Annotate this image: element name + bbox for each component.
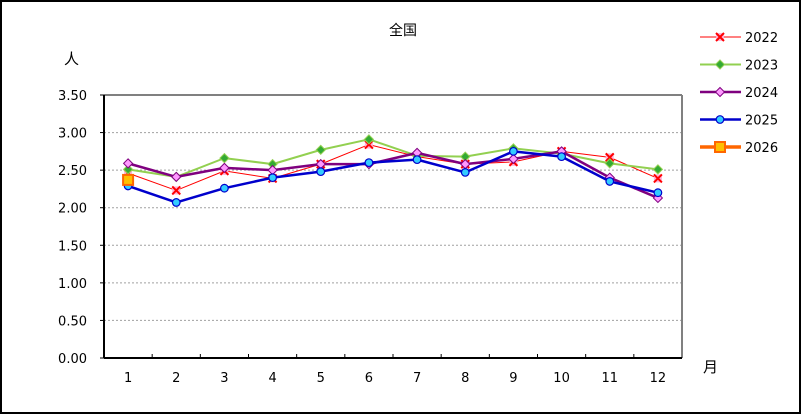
legend-item-2023: 2023 <box>700 59 778 74</box>
square-marker-icon <box>122 173 135 186</box>
circle-marker-icon <box>316 167 326 177</box>
x-tick-label: 3 <box>220 371 228 386</box>
y-tick-label: 3.00 <box>58 127 87 142</box>
x-axis-label: 月 <box>703 358 719 376</box>
x-axis-ticks: 1 2 3 4 5 6 7 8 9 10 11 12 <box>124 354 666 386</box>
series-2026 <box>122 173 135 186</box>
circle-marker-icon <box>460 167 470 177</box>
circle-marker-icon <box>268 173 277 183</box>
x-tick-label: 7 <box>413 371 421 386</box>
circle-marker-icon <box>653 188 663 198</box>
diamond-marker-icon <box>714 59 726 70</box>
x-tick-label: 5 <box>317 371 325 386</box>
legend-item-2022: 2022 <box>700 31 778 46</box>
x-tick-label: 8 <box>461 371 469 386</box>
gridlines <box>103 94 683 359</box>
x-tick-label: 1 <box>124 371 132 386</box>
legend-item-2025: 2025 <box>700 114 778 129</box>
diamond-marker-icon <box>363 134 375 145</box>
circle-marker-icon <box>715 115 725 124</box>
legend-label: 2024 <box>745 86 778 101</box>
y-tick-label: 2.50 <box>58 164 87 179</box>
data-series <box>122 134 664 207</box>
y-tick-label: 2.00 <box>58 202 87 217</box>
y-axis-label: 人 <box>64 50 80 68</box>
legend-label: 2022 <box>745 31 778 46</box>
circle-marker-icon <box>557 152 566 162</box>
circle-marker-icon <box>605 177 615 186</box>
circle-marker-icon <box>412 155 422 165</box>
legend-item-2024: 2024 <box>700 86 778 101</box>
diamond-marker-icon <box>219 162 230 174</box>
circle-marker-icon <box>171 198 181 207</box>
y-tick-label: 3.50 <box>58 89 87 104</box>
y-tick-label: 0.00 <box>58 352 87 367</box>
diamond-marker-icon <box>122 164 134 175</box>
y-tick-label: 0.50 <box>58 314 87 329</box>
legend-item-2026: 2026 <box>700 141 778 156</box>
y-tick-label: 1.50 <box>58 239 87 254</box>
diamond-marker-icon <box>652 164 664 175</box>
diamond-marker-icon <box>508 153 519 165</box>
y-axis-ticks: 0.00 0.50 1.00 1.50 2.00 2.50 3.00 3.50 <box>58 89 104 367</box>
diamond-marker-icon <box>315 144 326 156</box>
x-tick-label: 11 <box>601 371 618 386</box>
y-tick-label: 1.00 <box>58 277 87 292</box>
x-tick-label: 4 <box>268 371 276 386</box>
diamond-marker-icon <box>714 86 726 98</box>
series-2025 <box>123 146 663 207</box>
x-tick-label: 2 <box>172 371 180 386</box>
x-tick-label: 10 <box>553 371 570 386</box>
diamond-marker-icon <box>122 158 134 169</box>
circle-marker-icon <box>509 146 518 156</box>
x-tick-label: 12 <box>650 371 667 386</box>
chart-title: 全国 <box>389 23 417 39</box>
circle-marker-icon <box>220 183 229 193</box>
legend-label: 2023 <box>745 59 778 74</box>
x-tick-label: 6 <box>365 371 373 386</box>
legend-label: 2025 <box>745 114 778 129</box>
diamond-marker-icon <box>219 152 230 164</box>
x-tick-label: 9 <box>509 371 517 386</box>
circle-marker-icon <box>364 158 374 168</box>
legend-label: 2026 <box>745 141 778 156</box>
legend: 2022 2023 2024 2025 2026 <box>700 31 778 156</box>
diamond-marker-icon <box>171 171 182 183</box>
diamond-marker-icon <box>604 158 615 169</box>
square-marker-icon <box>714 141 726 153</box>
